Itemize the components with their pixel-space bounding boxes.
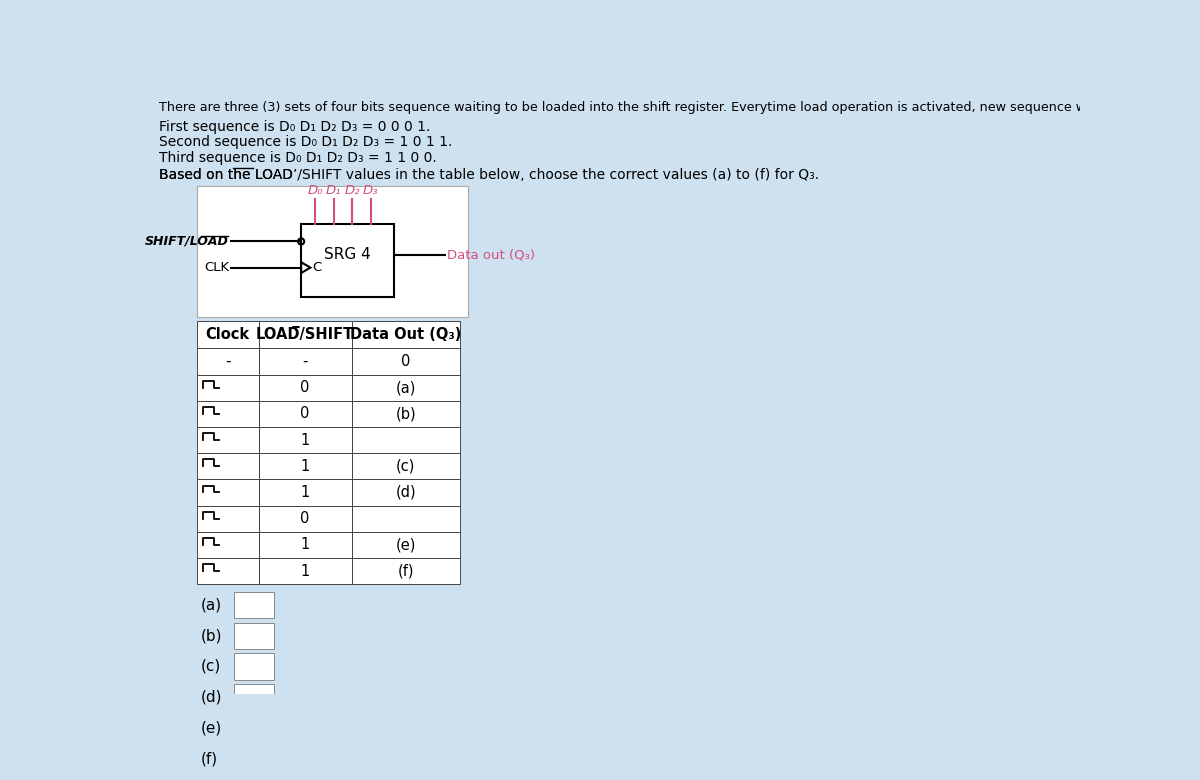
Text: LOAD̅/SHIFT: LOAD̅/SHIFT xyxy=(256,327,354,342)
Bar xyxy=(352,349,460,374)
Text: SRG 4: SRG 4 xyxy=(324,246,371,261)
Bar xyxy=(352,321,460,349)
Text: 1: 1 xyxy=(300,537,310,552)
Bar xyxy=(301,224,394,297)
Text: SHIFT/LOAD: SHIFT/LOAD xyxy=(145,235,229,248)
Bar xyxy=(234,684,274,711)
Bar xyxy=(258,374,352,401)
Bar xyxy=(258,505,352,532)
Bar xyxy=(258,349,352,374)
Text: Third sequence is D₀ D₁ D₂ D₃ = 1 1 0 0.: Third sequence is D₀ D₁ D₂ D₃ = 1 1 0 0. xyxy=(160,151,437,165)
Bar xyxy=(352,532,460,558)
Text: (a): (a) xyxy=(396,380,416,395)
Bar xyxy=(258,453,352,480)
Bar xyxy=(258,480,352,505)
Bar xyxy=(197,505,258,532)
Text: 0: 0 xyxy=(401,354,410,369)
Bar xyxy=(352,480,460,505)
Text: (b): (b) xyxy=(200,628,222,644)
Text: D₀: D₀ xyxy=(307,184,323,197)
Text: (f): (f) xyxy=(200,751,217,767)
Bar xyxy=(234,715,274,741)
Text: Clock: Clock xyxy=(205,327,250,342)
Bar xyxy=(258,427,352,453)
Bar xyxy=(352,374,460,401)
Text: 0: 0 xyxy=(300,511,310,526)
Text: Based on the LOAD’/SHIFT values in the table below, choose the correct values (a: Based on the LOAD’/SHIFT values in the t… xyxy=(160,168,820,182)
Text: (a): (a) xyxy=(200,597,222,612)
Text: (e): (e) xyxy=(200,721,222,736)
Bar xyxy=(234,592,274,618)
Bar xyxy=(352,427,460,453)
Bar xyxy=(352,558,460,584)
Text: Data Out (Q₃): Data Out (Q₃) xyxy=(350,327,462,342)
Bar xyxy=(197,532,258,558)
Text: 1: 1 xyxy=(300,459,310,473)
Bar xyxy=(352,401,460,427)
Text: There are three (3) sets of four bits sequence waiting to be loaded into the shi: There are three (3) sets of four bits se… xyxy=(160,101,1200,115)
Text: (e): (e) xyxy=(396,537,416,552)
Text: (d): (d) xyxy=(396,485,416,500)
Text: 0: 0 xyxy=(300,380,310,395)
Bar xyxy=(197,374,258,401)
Text: -: - xyxy=(224,354,230,369)
Bar xyxy=(352,453,460,480)
Bar xyxy=(197,453,258,480)
Bar xyxy=(234,622,274,649)
Text: (f): (f) xyxy=(397,563,414,579)
Text: 1: 1 xyxy=(300,563,310,579)
Text: (c): (c) xyxy=(200,659,221,674)
Bar xyxy=(258,321,352,349)
Text: D₃: D₃ xyxy=(364,184,379,197)
Bar xyxy=(234,746,274,772)
Text: (b): (b) xyxy=(396,406,416,421)
Text: First sequence is D₀ D₁ D₂ D₃ = 0 0 0 1.: First sequence is D₀ D₁ D₂ D₃ = 0 0 0 1. xyxy=(160,120,431,134)
Text: 0: 0 xyxy=(300,406,310,421)
Text: D₂: D₂ xyxy=(344,184,360,197)
Text: (d): (d) xyxy=(200,690,222,705)
Bar xyxy=(258,558,352,584)
Bar xyxy=(197,558,258,584)
Text: 1: 1 xyxy=(300,433,310,448)
Text: -: - xyxy=(302,354,307,369)
Text: (c): (c) xyxy=(396,459,415,473)
Text: Based on the LOAD: Based on the LOAD xyxy=(160,168,293,182)
Bar xyxy=(197,349,258,374)
Bar xyxy=(197,401,258,427)
Text: 1: 1 xyxy=(300,485,310,500)
Bar xyxy=(197,321,258,349)
Bar xyxy=(258,532,352,558)
Text: Second sequence is D₀ D₁ D₂ D₃ = 1 0 1 1.: Second sequence is D₀ D₁ D₂ D₃ = 1 0 1 1… xyxy=(160,135,452,149)
Text: C: C xyxy=(312,261,322,274)
Text: D₁: D₁ xyxy=(326,184,342,197)
Bar xyxy=(197,427,258,453)
Bar xyxy=(352,505,460,532)
Text: CLK: CLK xyxy=(204,261,229,274)
Bar xyxy=(234,654,274,679)
Text: Data out (Q₃): Data out (Q₃) xyxy=(446,248,535,261)
Bar xyxy=(197,186,468,317)
Bar xyxy=(197,480,258,505)
Bar xyxy=(258,401,352,427)
